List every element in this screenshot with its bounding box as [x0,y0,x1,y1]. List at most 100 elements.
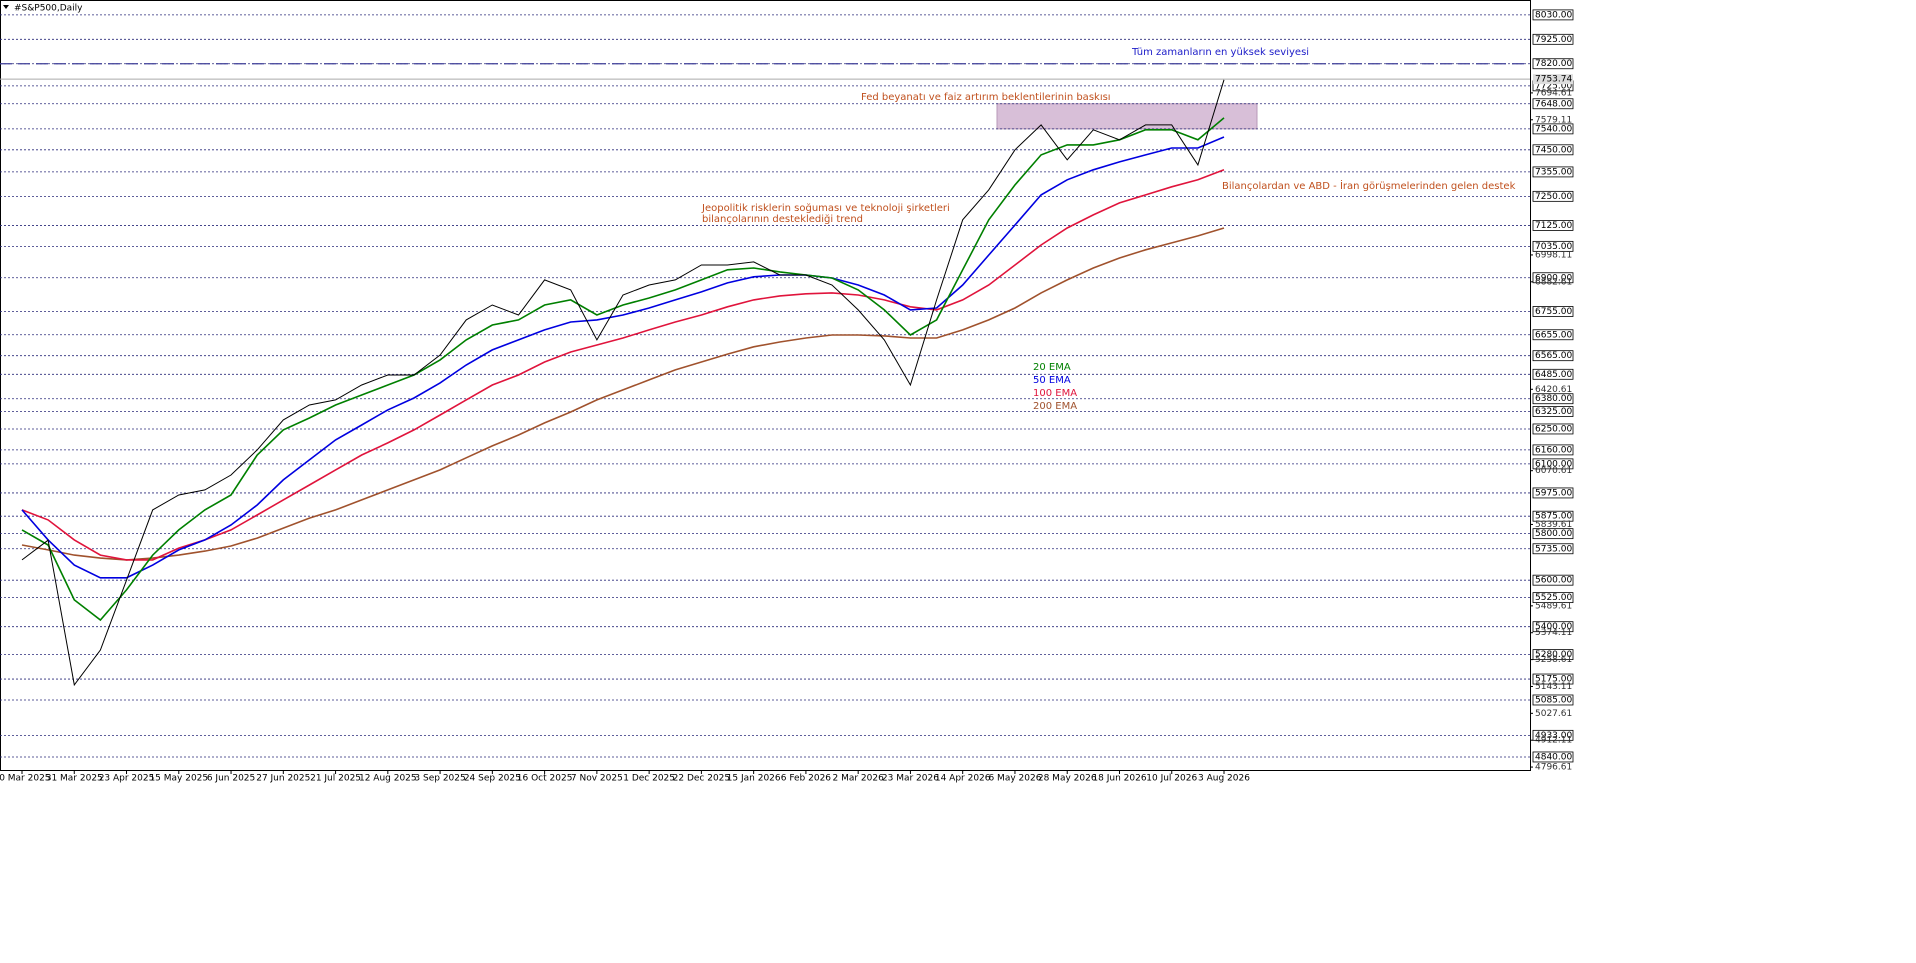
y-tick-box [1532,528,1574,540]
legend-entry: 100 EMA [1033,388,1077,399]
x-tick-label: 31 Mar 2025 [46,774,103,784]
y-tick-label: 6485.00 [1535,370,1572,380]
y-minor-label: 4912.11 [1535,736,1572,746]
y-tick-box [1532,393,1574,405]
x-tick-label: 15 Jan 2026 [727,774,781,784]
y-tick-box [1532,649,1574,661]
y-tick-label: 7540.00 [1535,124,1572,134]
annotation: Jeopolitik risklerin soğuması ve teknolo… [701,202,950,214]
y-tick-label: 7355.00 [1535,167,1572,177]
y-tick-label: 5735.00 [1535,544,1572,554]
annotation: bilançolarının desteklediği trend [702,213,863,225]
y-minor-label: 5143.11 [1535,682,1572,692]
annotation: Bilançolardan ve ABD - İran görüşmelerin… [1222,179,1516,192]
y-tick-box [1532,673,1574,685]
x-tick-label: 6 Feb 2026 [781,774,832,784]
chart-title: #S&P500,Daily [14,4,83,14]
ema-line [21,136,1225,579]
y-tick-label: 6380.00 [1535,394,1572,404]
y-tick-label: 6565.00 [1535,351,1572,361]
y-tick-box [1532,751,1574,763]
y-tick-box [1532,487,1574,499]
y-tick-label: 6100.00 [1535,459,1572,469]
y-tick-box [1532,729,1574,741]
x-tick-label: 14 Apr 2026 [935,774,991,784]
y-tick-label: 5175.00 [1535,675,1572,685]
y-tick-label: 5400.00 [1535,622,1572,632]
annotation: Fed beyanatı ve faiz artırım beklentiler… [861,92,1111,103]
y-tick-label: 6755.00 [1535,307,1572,317]
y-tick-box [1532,58,1574,70]
y-tick-box [1532,543,1574,555]
y-minor-label: 4796.61 [1535,763,1572,773]
x-tick-label: 10 Mar 2025 [0,774,51,784]
y-minor-label: 5489.61 [1535,601,1572,611]
y-tick-box [1532,240,1574,252]
ema-line [21,169,1225,561]
y-tick-label: 6325.00 [1535,407,1572,417]
x-tick-label: 3 Aug 2026 [1198,774,1250,784]
y-tick-box [1532,574,1574,586]
y-tick-box [1532,423,1574,435]
x-tick-label: 28 May 2026 [1038,774,1097,784]
x-tick-label: 12 Aug 2025 [359,774,417,784]
price-line [21,79,1225,687]
y-minor-label: 5027.61 [1535,709,1572,719]
last-price-label: 7753.74 [1535,75,1572,85]
y-tick-box [1532,458,1574,470]
y-tick-label: 7925.00 [1535,35,1572,45]
x-tick-label: 6 May 2026 [988,774,1041,784]
y-tick-box [1532,694,1574,706]
y-tick-box [1532,406,1574,417]
y-tick-label: 6900.00 [1535,273,1572,283]
ema-line [21,117,1225,622]
x-tick-label: 24 Sep 2025 [464,774,521,784]
y-tick-box [1532,329,1574,341]
legend-entry: 50 EMA [1033,375,1071,386]
y-tick-box [1532,190,1574,202]
x-tick-label: 27 Jun 2025 [256,774,310,784]
y-minor-label: 7694.61 [1535,88,1572,98]
x-tick-label: 1 Dec 2025 [623,774,675,784]
annotation: Tüm zamanların en yüksek seviyesi [1131,47,1309,58]
y-tick-label: 6250.00 [1535,424,1572,434]
y-tick-box [1532,98,1574,110]
x-tick-label: 6 Jun 2025 [207,774,255,784]
x-tick-label: 10 Jul 2026 [1146,774,1197,784]
x-tick-label: 7 Nov 2025 [571,774,623,784]
y-tick-box [1532,306,1574,317]
y-tick-box [1532,444,1574,456]
y-tick-label: 7450.00 [1535,145,1572,155]
y-tick-label: 5525.00 [1535,593,1572,603]
y-tick-box [1532,621,1574,633]
y-tick-label: 7250.00 [1535,192,1572,202]
y-minor-label: 6882.61 [1535,277,1572,287]
y-tick-box [1532,9,1574,21]
y-tick-box [1532,272,1574,284]
y-tick-label: 5280.00 [1535,650,1572,660]
y-minor-label: 6998.11 [1535,250,1572,260]
last-price-box [1533,74,1573,85]
x-tick-label: 16 Oct 2025 [517,774,573,784]
y-tick-box [1532,368,1574,380]
y-minor-label: 5839.61 [1535,520,1572,530]
x-tick-label: 22 Dec 2025 [673,774,731,784]
y-tick-label: 5085.00 [1535,695,1572,705]
y-tick-label: 4840.00 [1535,752,1572,762]
legend-entry: 200 EMA [1033,401,1077,412]
x-tick-label: 23 Apr 2025 [99,774,155,784]
y-tick-label: 5800.00 [1535,529,1572,539]
y-tick-label: 7125.00 [1535,221,1572,231]
y-tick-label: 5975.00 [1535,488,1572,498]
y-tick-label: 6160.00 [1535,445,1572,455]
y-tick-label: 7648.00 [1535,99,1572,109]
plot-frame [0,0,1531,771]
y-tick-box [1532,144,1574,156]
y-minor-label: 5258.61 [1535,655,1572,665]
y-tick-label: 5600.00 [1535,576,1572,586]
y-tick-box [1532,510,1574,522]
y-tick-label: 7820.00 [1535,59,1572,69]
x-tick-label: 3 Sep 2025 [414,774,465,784]
y-tick-box [1532,166,1574,178]
